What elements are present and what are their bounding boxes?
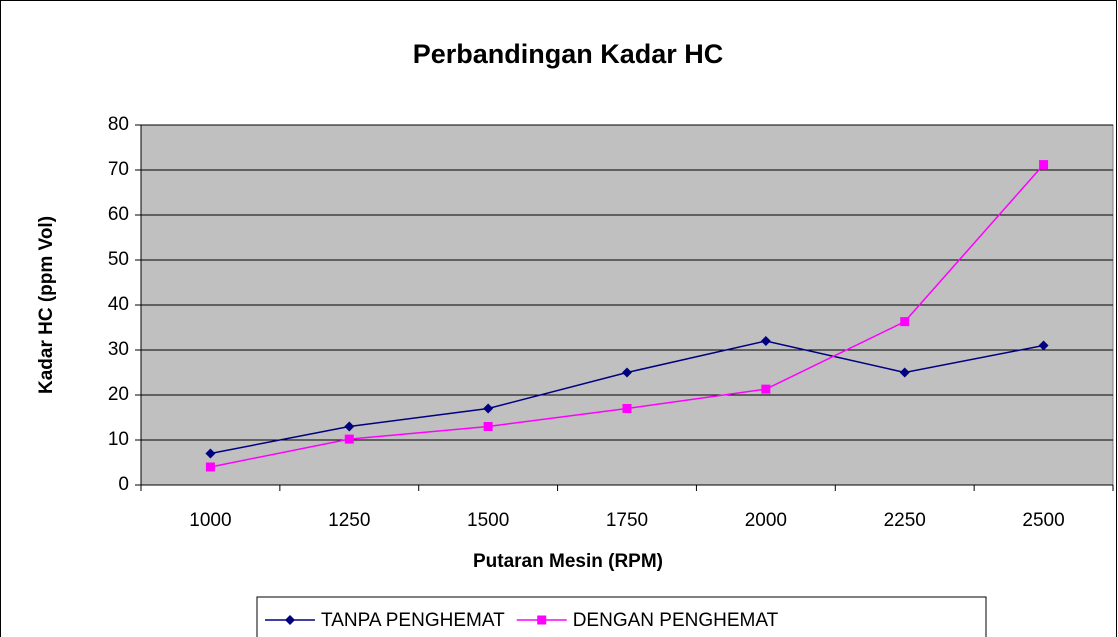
- data-point: [205, 448, 216, 459]
- legend-marker: [537, 615, 547, 625]
- chart-title: Perbandingan Kadar HC: [413, 39, 724, 69]
- x-tick-label: 2500: [1022, 510, 1064, 531]
- y-tick-label: 70: [108, 159, 129, 180]
- data-point: [760, 336, 771, 346]
- x-axis-label: Putaran Mesin (RPM): [473, 551, 663, 572]
- y-tick-label: 20: [108, 384, 129, 405]
- x-tick-label: 1250: [328, 510, 370, 531]
- data-point: [899, 367, 910, 378]
- y-tick-label: 30: [108, 339, 129, 360]
- x-tick-label: 2250: [884, 510, 926, 531]
- legend-marker: [285, 615, 295, 625]
- y-tick-label: 80: [108, 114, 129, 135]
- x-tick-label: 1500: [467, 510, 509, 531]
- legend: [256, 596, 987, 637]
- data-point: [344, 421, 355, 432]
- y-tick-label: 10: [108, 429, 129, 450]
- data-point: [622, 367, 632, 378]
- data-point: [1039, 160, 1049, 170]
- y-tick-label: 60: [108, 204, 129, 225]
- legend-label: DENGAN PENGHEMAT: [573, 610, 779, 631]
- legend-label: TANPA PENGHEMAT: [321, 610, 505, 631]
- y-tick-label: 0: [118, 474, 129, 495]
- y-axis-label: Kadar HC (ppm Vol): [36, 216, 57, 394]
- y-tick-label: 50: [108, 249, 129, 270]
- x-tick-label: 1750: [606, 510, 648, 531]
- data-point: [900, 317, 910, 327]
- data-point: [205, 462, 215, 472]
- data-point: [344, 434, 354, 444]
- x-tick-label: 2000: [745, 510, 787, 531]
- data-point: [761, 384, 771, 394]
- data-point: [622, 404, 632, 413]
- data-point: [483, 422, 493, 431]
- data-point: [1038, 340, 1049, 351]
- x-tick-label: 1000: [189, 510, 231, 531]
- data-point: [483, 403, 494, 414]
- y-tick-label: 40: [108, 294, 129, 315]
